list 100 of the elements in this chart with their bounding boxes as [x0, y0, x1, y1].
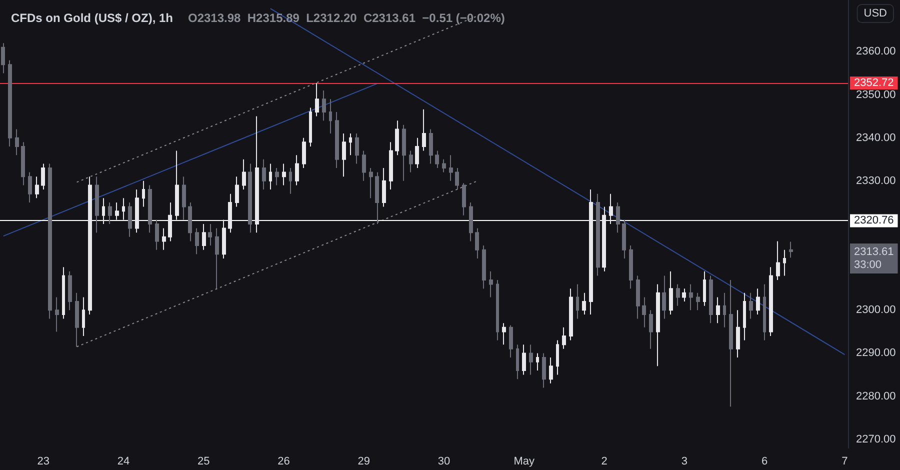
candlestick	[188, 202, 192, 242]
candlestick	[215, 228, 219, 290]
candlestick	[502, 322, 506, 346]
candlestick	[335, 112, 339, 168]
candlestick	[576, 284, 579, 320]
x-tick-label: 30	[438, 456, 450, 468]
candlestick	[8, 60, 12, 147]
y-tick-label: 2340.00	[856, 132, 896, 144]
candlestick	[736, 310, 740, 358]
x-tick-label: 7	[842, 456, 848, 468]
candlestick	[729, 280, 733, 408]
candlestick	[195, 228, 199, 255]
candlestick	[382, 168, 386, 208]
candlestick	[536, 352, 539, 371]
candlestick	[622, 219, 626, 259]
candlestick	[682, 288, 686, 302]
candlestick	[82, 296, 85, 336]
x-tick-label: 23	[37, 456, 50, 468]
candlestick	[723, 292, 726, 328]
candlestick	[482, 245, 486, 290]
candlestick	[789, 241, 793, 258]
candlestick	[362, 150, 366, 182]
candlestick	[235, 176, 239, 208]
candlestick	[302, 137, 306, 168]
candlestick	[743, 292, 746, 341]
ref-line-label: 2352.72	[854, 77, 894, 90]
candlestick	[516, 344, 519, 380]
candlestick	[756, 288, 760, 315]
candlestick	[255, 116, 259, 234]
candlestick	[509, 324, 513, 358]
candlestick	[315, 82, 319, 117]
candlestick	[35, 176, 39, 199]
candlestick	[549, 357, 553, 384]
candlestick	[389, 142, 393, 190]
x-tick-label: 29	[358, 456, 370, 468]
y-tick-label: 2360.00	[856, 46, 896, 58]
candlestick	[162, 228, 166, 250]
candlestick	[522, 344, 526, 376]
x-tick-label: May	[514, 456, 536, 468]
candlestick	[556, 340, 559, 376]
candlestick	[783, 249, 786, 276]
candlestick	[462, 182, 466, 216]
candlestick	[669, 270, 673, 315]
candlestick	[289, 168, 292, 194]
candlestick	[275, 168, 279, 186]
candlestick	[402, 124, 406, 182]
candlestick	[649, 310, 653, 350]
x-tick-label: 3	[681, 456, 688, 468]
candlestick	[602, 206, 606, 272]
candlestick	[455, 168, 459, 190]
ref-line-label: 2320.76	[854, 214, 894, 227]
candlestick	[282, 163, 286, 186]
candlestick	[589, 189, 593, 315]
candlestick	[15, 128, 19, 156]
candlestick	[395, 120, 399, 156]
candlestick	[148, 184, 152, 234]
candlestick	[609, 193, 613, 224]
candlestick	[596, 193, 600, 276]
text: 2313.61 33:00	[854, 246, 894, 272]
candlestick	[582, 292, 586, 315]
candlestick	[168, 202, 172, 242]
candlestick	[562, 326, 566, 350]
candlestick	[95, 176, 99, 234]
y-tick-label: 2350.00	[856, 88, 896, 101]
candlestick	[422, 108, 426, 152]
candlestick	[242, 158, 246, 190]
candlestick	[222, 219, 226, 259]
candlestick	[269, 163, 272, 190]
candlestick	[676, 284, 680, 306]
x-tick-label: 2	[601, 456, 608, 468]
candlestick	[496, 280, 499, 341]
y-tick-label: 2280.00	[856, 390, 896, 402]
candlestick	[616, 202, 620, 234]
candlestick	[689, 284, 693, 311]
candlestick	[656, 284, 660, 367]
candlestick	[435, 150, 439, 168]
candlestick	[709, 275, 713, 324]
candlestick	[529, 344, 533, 376]
candlestick	[329, 98, 332, 134]
y-tick-label: 2290.00	[856, 347, 896, 360]
candlestick	[442, 158, 446, 173]
x-tick-label: 26	[278, 456, 290, 468]
candlestick	[769, 266, 773, 336]
candlestick	[62, 266, 65, 320]
candlestick	[703, 270, 706, 306]
y-tick-label: 2270.00	[856, 433, 896, 446]
candlestick	[569, 288, 573, 341]
candlestick	[355, 133, 359, 164]
candlestick	[309, 107, 312, 147]
candlestick	[28, 172, 32, 203]
candlestick	[142, 180, 145, 208]
candlestick	[128, 202, 132, 238]
candlestick	[41, 163, 45, 190]
candlestick	[349, 133, 352, 156]
candlestick	[716, 296, 720, 324]
candlestick	[228, 193, 232, 234]
candlestick	[469, 202, 473, 242]
candlestick	[415, 137, 419, 168]
text: CFDs on Gold (US$ / OZ), 1h	[11, 11, 173, 25]
candlestick	[409, 150, 413, 173]
